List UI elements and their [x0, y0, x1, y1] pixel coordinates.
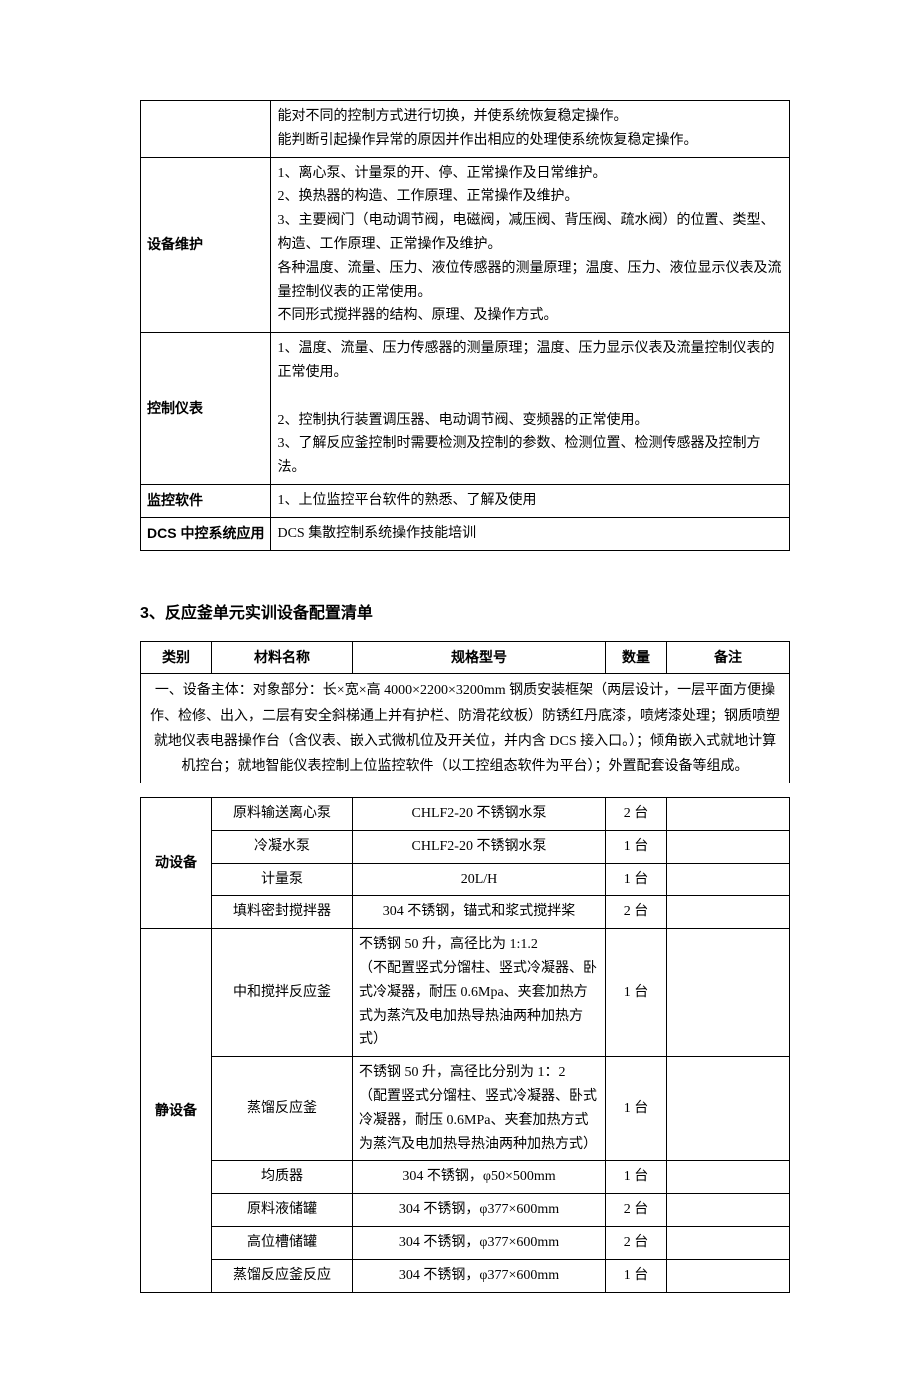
col-remark: 备注 [667, 641, 790, 674]
qty: 1 台 [606, 830, 667, 863]
table-row: 能对不同的控制方式进行切换，并使系统恢复稳定操作。 能判断引起操作异常的原因并作… [141, 101, 790, 158]
row-header-empty [141, 101, 271, 158]
qty: 1 台 [606, 1057, 667, 1161]
material-name: 原料输送离心泵 [212, 798, 353, 831]
row-content: 1、上位监控平台软件的熟悉、了解及使用 [271, 484, 790, 517]
spec: 不锈钢 50 升，高径比分别为 1：2 （配置竖式分馏柱、竖式冷凝器、卧式冷凝器… [353, 1057, 606, 1161]
spec: 304 不锈钢，锚式和浆式搅拌桨 [353, 896, 606, 929]
intro-row: 一、设备主体：对象部分：长×宽×高 4000×2200×3200mm 钢质安装框… [141, 674, 790, 783]
qty: 2 台 [606, 1194, 667, 1227]
line: 不同形式搅拌器的结构、原理、及操作方式。 [277, 304, 783, 328]
table-gap [140, 783, 790, 797]
row-header-equipment-maintenance: 设备维护 [141, 157, 271, 333]
row-header-dcs: DCS 中控系统应用 [141, 517, 271, 550]
qty: 2 台 [606, 1227, 667, 1260]
row-content: 1、离心泵、计量泵的开、停、正常操作及日常维护。 2、换热器的构造、工作原理、正… [271, 157, 790, 333]
line: 1、温度、流量、压力传感器的测量原理；温度、压力显示仪表及流量控制仪表的正常使用… [277, 337, 783, 385]
category-cell-jing: 静设备 [141, 929, 212, 1292]
material-name: 中和搅拌反应釜 [212, 929, 353, 1057]
table-row: 冷凝水泵 CHLF2-20 不锈钢水泵 1 台 [141, 830, 790, 863]
remark [667, 1227, 790, 1260]
remark [667, 1259, 790, 1292]
material-name: 计量泵 [212, 863, 353, 896]
remark [667, 830, 790, 863]
line: 2、换热器的构造、工作原理、正常操作及维护。 [277, 185, 783, 209]
col-material-name: 材料名称 [212, 641, 353, 674]
material-name: 冷凝水泵 [212, 830, 353, 863]
table-row: 计量泵 20L/H 1 台 [141, 863, 790, 896]
intro-cell: 一、设备主体：对象部分：长×宽×高 4000×2200×3200mm 钢质安装框… [141, 674, 790, 783]
line: 各种温度、流量、压力、液位传感器的测量原理；温度、压力、液位显示仪表及流量控制仪… [277, 257, 783, 305]
remark [667, 1161, 790, 1194]
table-row: 静设备 中和搅拌反应釜 不锈钢 50 升，高径比为 1:1.2 （不配置竖式分馏… [141, 929, 790, 1057]
row-content: 1、温度、流量、压力传感器的测量原理；温度、压力显示仪表及流量控制仪表的正常使用… [271, 333, 790, 485]
row-content: DCS 集散控制系统操作技能培训 [271, 517, 790, 550]
table-row: 设备维护 1、离心泵、计量泵的开、停、正常操作及日常维护。 2、换热器的构造、工… [141, 157, 790, 333]
equipment-list-body-table: 动设备 原料输送离心泵 CHLF2-20 不锈钢水泵 2 台 冷凝水泵 CHLF… [140, 797, 790, 1293]
qty: 1 台 [606, 929, 667, 1057]
spec: CHLF2-20 不锈钢水泵 [353, 798, 606, 831]
spec: 304 不锈钢，φ50×500mm [353, 1161, 606, 1194]
material-name: 填料密封搅拌器 [212, 896, 353, 929]
table-row: 均质器 304 不锈钢，φ50×500mm 1 台 [141, 1161, 790, 1194]
line: 能对不同的控制方式进行切换，并使系统恢复稳定操作。 [277, 105, 783, 129]
col-category: 类别 [141, 641, 212, 674]
table-row: DCS 中控系统应用 DCS 集散控制系统操作技能培训 [141, 517, 790, 550]
qty: 1 台 [606, 863, 667, 896]
table-header-row: 类别 材料名称 规格型号 数量 备注 [141, 641, 790, 674]
col-qty: 数量 [606, 641, 667, 674]
section-heading: 3、反应釜单元实训设备配置清单 [140, 599, 790, 623]
remark [667, 929, 790, 1057]
table-row: 监控软件 1、上位监控平台软件的熟悉、了解及使用 [141, 484, 790, 517]
spec: 304 不锈钢，φ377×600mm [353, 1259, 606, 1292]
row-header-control-instruments: 控制仪表 [141, 333, 271, 485]
spec: CHLF2-20 不锈钢水泵 [353, 830, 606, 863]
category-cell-dong: 动设备 [141, 798, 212, 929]
line [277, 385, 783, 409]
qty: 2 台 [606, 798, 667, 831]
qty: 2 台 [606, 896, 667, 929]
table-row: 蒸馏反应釜 不锈钢 50 升，高径比分别为 1：2 （配置竖式分馏柱、竖式冷凝器… [141, 1057, 790, 1161]
table-row: 原料液储罐 304 不锈钢，φ377×600mm 2 台 [141, 1194, 790, 1227]
table-row: 蒸馏反应釜反应 304 不锈钢，φ377×600mm 1 台 [141, 1259, 790, 1292]
col-spec: 规格型号 [353, 641, 606, 674]
equipment-list-header-table: 类别 材料名称 规格型号 数量 备注 一、设备主体：对象部分：长×宽×高 400… [140, 641, 790, 784]
material-name: 蒸馏反应釜 [212, 1057, 353, 1161]
line: 1、离心泵、计量泵的开、停、正常操作及日常维护。 [277, 162, 783, 186]
material-name: 高位槽储罐 [212, 1227, 353, 1260]
line: 3、主要阀门（电动调节阀，电磁阀，减压阀、背压阀、疏水阀）的位置、类型、构造、工… [277, 209, 783, 257]
row-content: 能对不同的控制方式进行切换，并使系统恢复稳定操作。 能判断引起操作异常的原因并作… [271, 101, 790, 158]
spec: 304 不锈钢，φ377×600mm [353, 1194, 606, 1227]
spec: 304 不锈钢，φ377×600mm [353, 1227, 606, 1260]
line: 2、控制执行装置调压器、电动调节阀、变频器的正常使用。 [277, 409, 783, 433]
line: 能判断引起操作异常的原因并作出相应的处理使系统恢复稳定操作。 [277, 129, 783, 153]
material-name: 均质器 [212, 1161, 353, 1194]
table-row: 控制仪表 1、温度、流量、压力传感器的测量原理；温度、压力显示仪表及流量控制仪表… [141, 333, 790, 485]
remark [667, 1057, 790, 1161]
table-row: 填料密封搅拌器 304 不锈钢，锚式和浆式搅拌桨 2 台 [141, 896, 790, 929]
spec: 20L/H [353, 863, 606, 896]
page: 能对不同的控制方式进行切换，并使系统恢复稳定操作。 能判断引起操作异常的原因并作… [0, 0, 920, 1373]
material-name: 原料液储罐 [212, 1194, 353, 1227]
qty: 1 台 [606, 1161, 667, 1194]
spec: 不锈钢 50 升，高径比为 1:1.2 （不配置竖式分馏柱、竖式冷凝器、卧式冷凝… [353, 929, 606, 1057]
training-content-table: 能对不同的控制方式进行切换，并使系统恢复稳定操作。 能判断引起操作异常的原因并作… [140, 100, 790, 551]
table-row: 动设备 原料输送离心泵 CHLF2-20 不锈钢水泵 2 台 [141, 798, 790, 831]
remark [667, 1194, 790, 1227]
remark [667, 863, 790, 896]
table-row: 高位槽储罐 304 不锈钢，φ377×600mm 2 台 [141, 1227, 790, 1260]
remark [667, 896, 790, 929]
qty: 1 台 [606, 1259, 667, 1292]
remark [667, 798, 790, 831]
material-name: 蒸馏反应釜反应 [212, 1259, 353, 1292]
line: 3、了解反应釜控制时需要检测及控制的参数、检测位置、检测传感器及控制方法。 [277, 432, 783, 480]
row-header-monitoring-software: 监控软件 [141, 484, 271, 517]
